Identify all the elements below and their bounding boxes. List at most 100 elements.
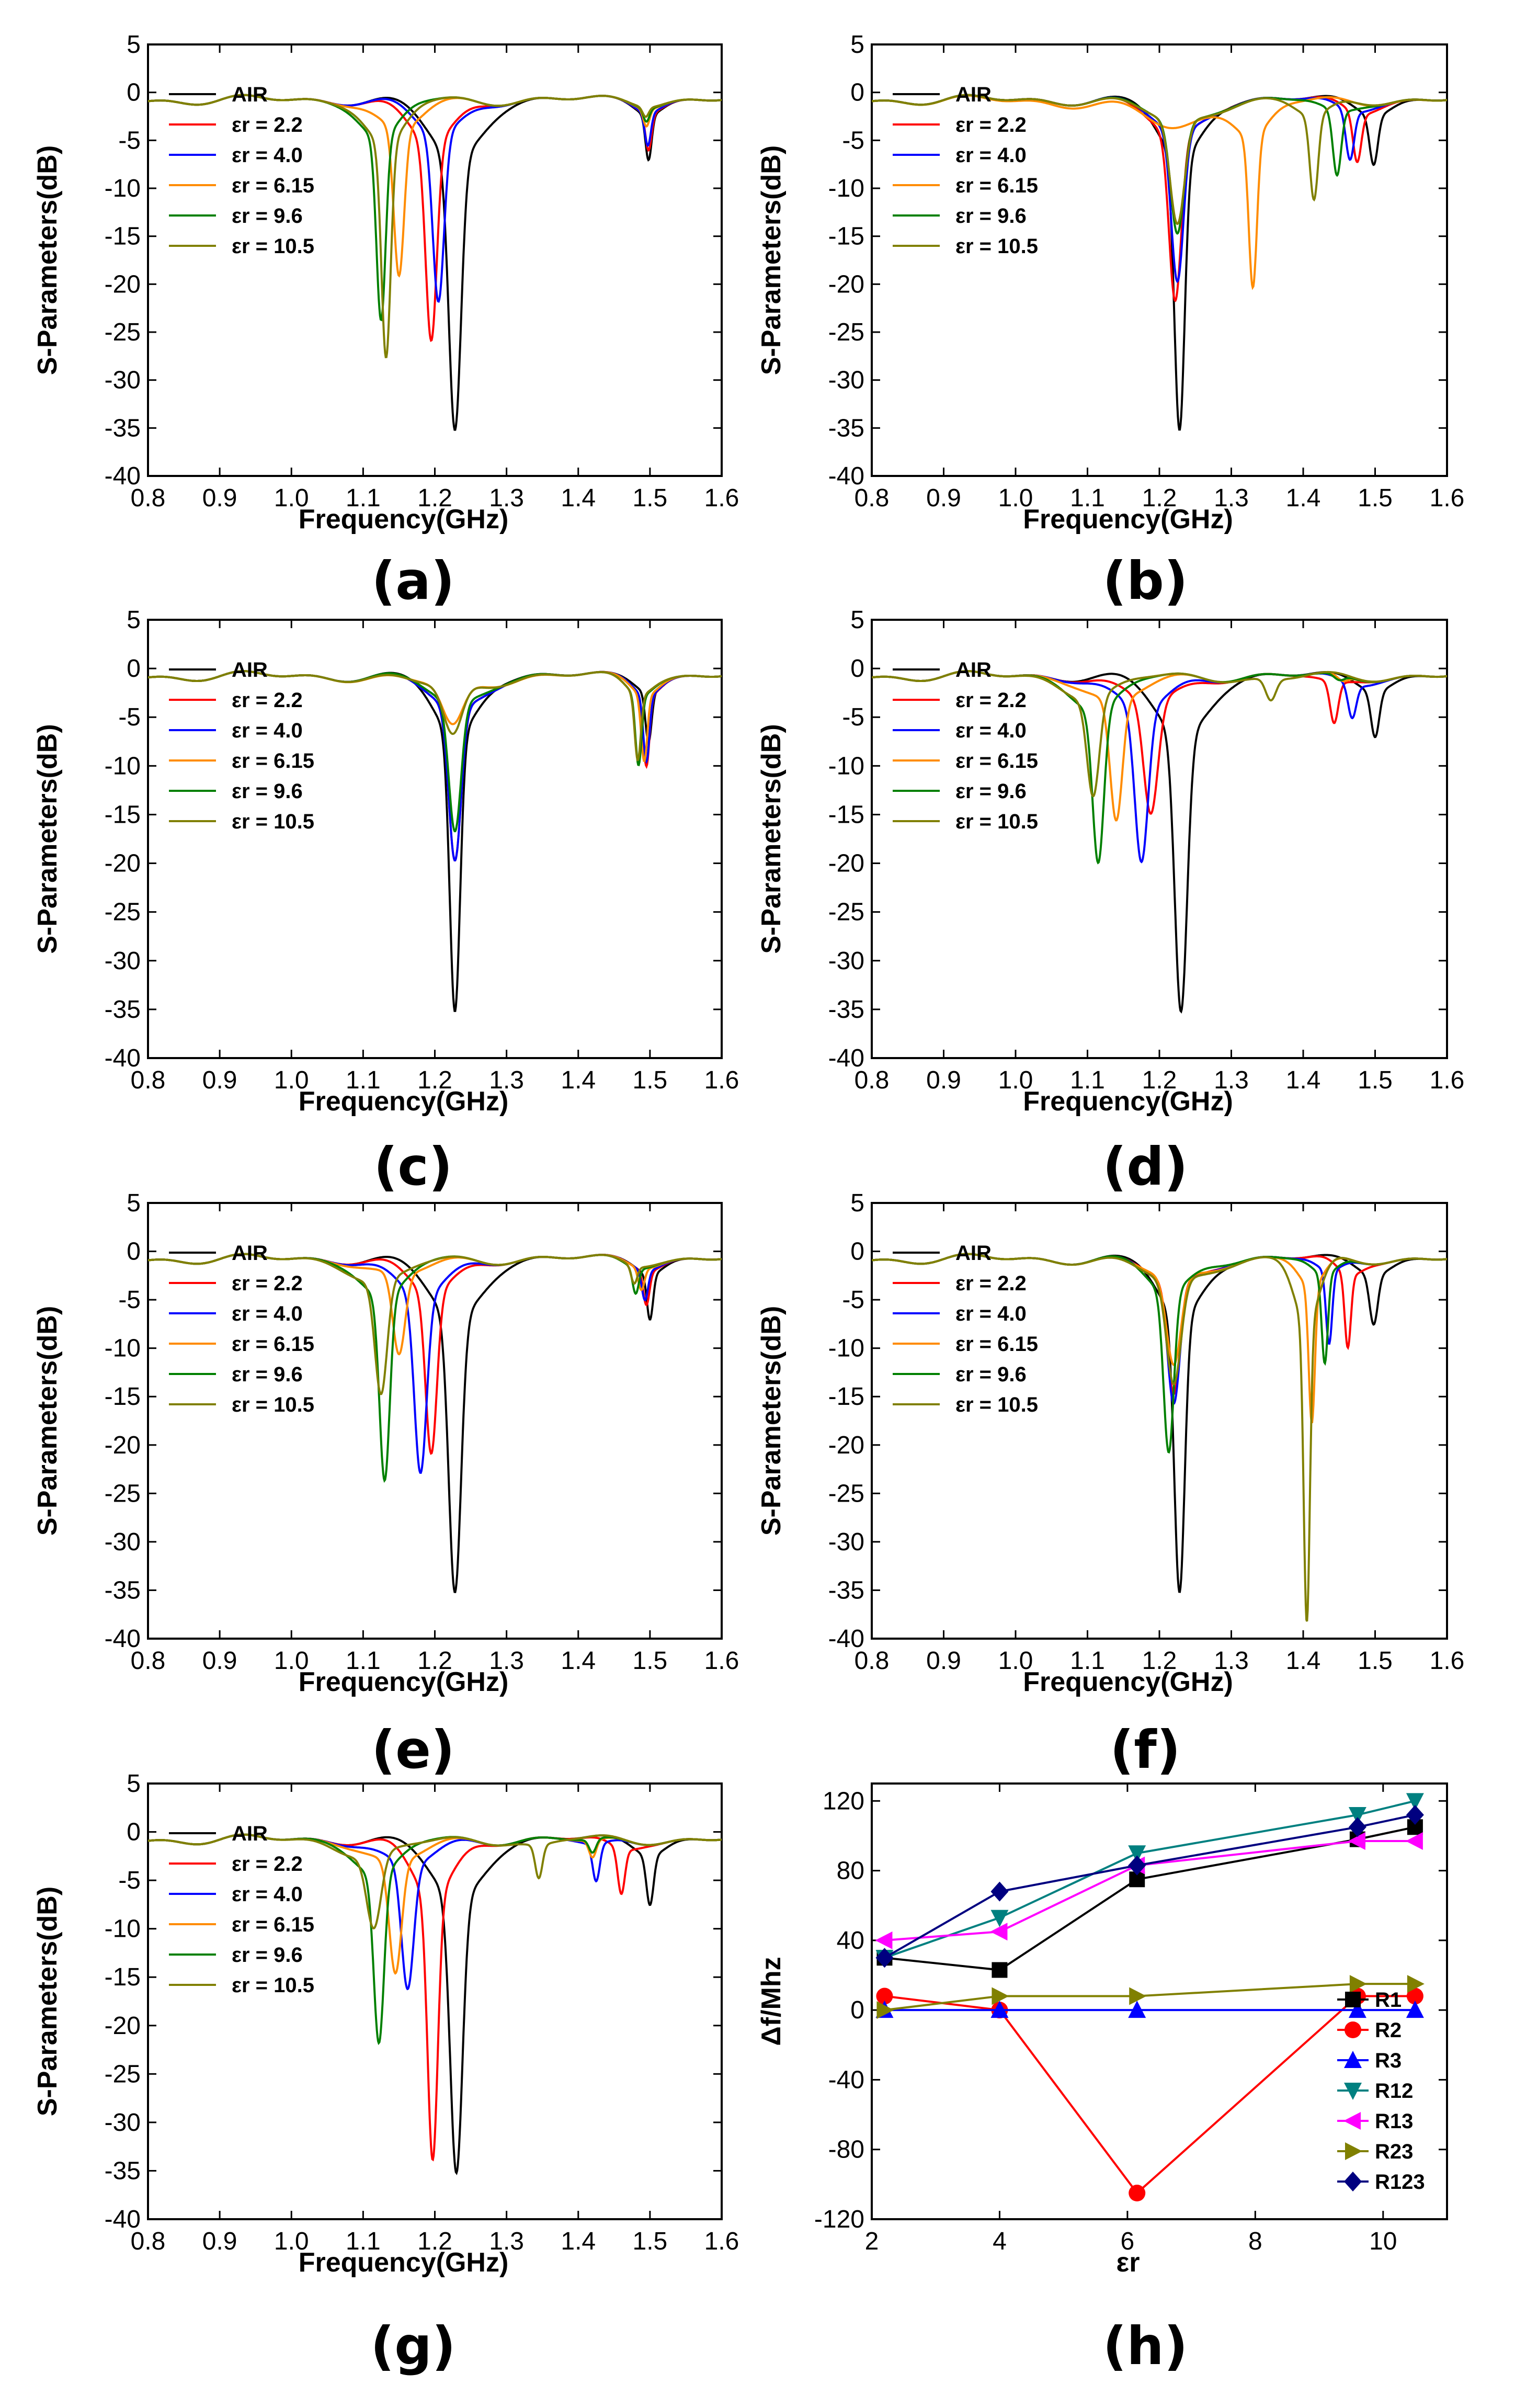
chart-panel-c: 0.8 0.9 1.0 1.1 1.2 1.3 1.4 1.5 1.6 5 0 -5 -10 -15 -20… — [32, 606, 739, 1117]
x-tick-label: 0.9 — [202, 2228, 237, 2255]
legend-label: εr = 4.0 — [232, 144, 303, 167]
x-tick-label: 0.9 — [202, 1066, 237, 1094]
legend-marker — [1344, 2051, 1362, 2068]
data-point-r123 — [1406, 1804, 1424, 1825]
legend-label: εr = 2.2 — [232, 113, 303, 137]
y-tick-label: -35 — [105, 2157, 141, 2185]
x-tick-label: 1.4 — [561, 1066, 596, 1094]
x-tick-label: 1.1 — [1070, 1066, 1105, 1094]
x-tick-label: 2 — [865, 2228, 879, 2255]
x-tick-label: 1.4 — [561, 2228, 596, 2255]
x-tick-label: 10 — [1369, 2228, 1397, 2255]
y-tick-label: 80 — [837, 1857, 864, 1885]
plot-frame — [871, 1202, 1448, 1640]
legend-label: R13 — [1375, 2110, 1413, 2133]
x-tick-label: 1.6 — [704, 484, 739, 512]
legend-label: εr = 6.15 — [232, 1913, 314, 1936]
data-point-r2 — [1129, 2185, 1146, 2202]
y-tick-label: 5 — [850, 1189, 864, 1217]
y-tick-label: 0 — [850, 655, 864, 683]
y-tick-label: -30 — [828, 947, 864, 975]
x-tick-label: 0.8 — [131, 1066, 166, 1094]
x-tick-label: 4 — [993, 2228, 1007, 2255]
y-tick-label: -120 — [814, 2206, 864, 2233]
x-tick-label: 1.4 — [1286, 1647, 1321, 1675]
y-tick-label: -5 — [118, 1867, 141, 1894]
data-point-r2 — [1406, 1987, 1423, 2005]
x-tick-label: 1.6 — [704, 1066, 739, 1094]
y-tick-label: 5 — [127, 31, 141, 59]
x-tick-label: 0.9 — [926, 1647, 961, 1675]
x-tick-label: 1.5 — [633, 1066, 668, 1094]
y-tick-label: -35 — [105, 996, 141, 1024]
legend-label: εr = 4.0 — [955, 144, 1027, 167]
y-tick-label: -25 — [828, 1480, 864, 1507]
x-tick-label: 1.4 — [561, 484, 596, 512]
x-tick-label: 1.1 — [346, 484, 381, 512]
legend-label: AIR — [232, 83, 268, 106]
y-tick-label: -20 — [105, 2012, 141, 2040]
y-tick-label: -5 — [842, 1286, 864, 1314]
y-tick-label: -40 — [105, 1625, 141, 1653]
legend-label: R12 — [1375, 2080, 1413, 2103]
legend-label: AIR — [955, 658, 992, 681]
y-tick-label: -20 — [105, 1432, 141, 1459]
series-line — [872, 1253, 1447, 1622]
y-tick-label: -10 — [105, 1915, 141, 1943]
y-tick-label: -40 — [105, 2206, 141, 2233]
legend-label: εr = 4.0 — [955, 1302, 1027, 1325]
y-tick-label: -20 — [828, 1432, 864, 1459]
legend-label: εr = 10.5 — [955, 1393, 1038, 1416]
y-axis-title: S-Parameters(dB) — [32, 1887, 63, 2116]
y-tick-label: 0 — [850, 1996, 864, 2024]
legend-label: εr = 2.2 — [955, 113, 1027, 137]
x-tick-label: 1.5 — [633, 484, 668, 512]
x-tick-label: 1.4 — [1286, 484, 1321, 512]
data-point-r3 — [1348, 2001, 1366, 2018]
legend-label: εr = 9.6 — [955, 205, 1027, 228]
data-point-r12 — [990, 1910, 1009, 1927]
series-line-r2 — [884, 1995, 1415, 2195]
legend-label: εr = 6.15 — [232, 749, 314, 773]
legend-marker — [1344, 2083, 1362, 2100]
legend-marker — [1344, 2172, 1362, 2191]
chart-panel-f: 0.8 0.9 1.0 1.1 1.2 1.3 1.4 1.5 1.6 5 0 -5 -10 -15 -20… — [756, 1189, 1464, 1697]
legend-label: εr = 4.0 — [232, 719, 303, 742]
x-tick-label: 1.2 — [1142, 1066, 1177, 1094]
legend-marker — [1345, 1992, 1361, 2007]
legend-label: εr = 10.5 — [955, 235, 1038, 258]
legend-label: εr = 4.0 — [955, 719, 1027, 742]
y-tick-label: -15 — [105, 801, 141, 828]
series-line — [148, 670, 722, 762]
legend-label: εr = 2.2 — [955, 1272, 1027, 1295]
y-tick-label: -40 — [828, 2066, 864, 2094]
y-tick-label: -20 — [828, 270, 864, 298]
x-tick-label: 0.8 — [131, 2228, 166, 2255]
x-axis-title: Frequency(GHz) — [299, 1086, 509, 1117]
y-tick-label: -15 — [828, 1383, 864, 1411]
legend-label: AIR — [232, 1822, 268, 1845]
data-point-r12 — [1406, 1793, 1424, 1811]
y-axis-title: Δf/Mhz — [756, 1957, 787, 2046]
data-point-r23 — [876, 2001, 894, 2019]
x-tick-label: 1.0 — [998, 1066, 1033, 1094]
x-tick-label: 1.5 — [1358, 484, 1393, 512]
y-tick-label: 120 — [823, 1787, 864, 1815]
legend-label: εr = 2.2 — [232, 1853, 303, 1876]
y-tick-label: -15 — [105, 1963, 141, 1991]
x-tick-label: 1.0 — [998, 1647, 1033, 1675]
y-axis-title: S-Parameters(dB) — [756, 1306, 787, 1536]
data-point-r12 — [1348, 1807, 1366, 1824]
y-tick-label: -30 — [105, 2109, 141, 2137]
x-tick-label: 1.6 — [704, 1647, 739, 1675]
x-tick-label: 1.1 — [346, 2228, 381, 2255]
series-line-r123 — [884, 1814, 1416, 1959]
legend-label: AIR — [955, 83, 992, 106]
y-tick-label: 5 — [127, 1189, 141, 1217]
legend-marker — [1343, 2112, 1361, 2130]
y-tick-label: -15 — [828, 801, 864, 828]
x-tick-label: 1.1 — [1070, 1647, 1105, 1675]
legend-label: εr = 6.15 — [955, 174, 1038, 197]
x-tick-label: 6 — [1121, 2228, 1135, 2255]
legend-label: εr = 2.2 — [232, 689, 303, 712]
